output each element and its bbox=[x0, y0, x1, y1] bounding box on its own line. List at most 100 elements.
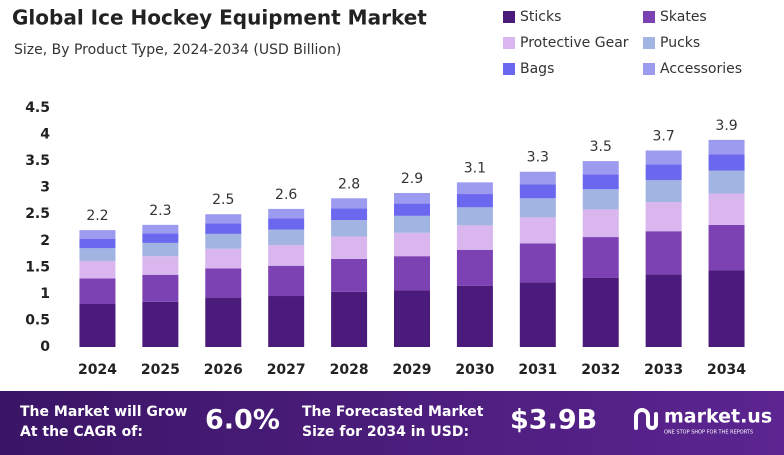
bar-segment bbox=[456, 225, 493, 250]
bar-segment bbox=[205, 248, 242, 269]
bar-segment bbox=[456, 285, 493, 347]
bar-segment bbox=[456, 194, 493, 208]
x-tick-label: 2024 bbox=[78, 362, 117, 378]
y-tick-label: 0 bbox=[40, 339, 50, 355]
bar-segment bbox=[456, 207, 493, 226]
x-tick-label: 2028 bbox=[330, 362, 369, 378]
bar-segment bbox=[331, 198, 368, 209]
legend-swatch bbox=[643, 63, 655, 75]
bar-segment bbox=[79, 278, 116, 304]
bar-segment bbox=[456, 249, 493, 286]
brand-tagline: ONE STOP SHOP FOR THE REPORTS bbox=[664, 430, 753, 436]
bar-segment bbox=[268, 218, 305, 230]
bar-segment bbox=[582, 209, 619, 238]
x-tick-label: 2030 bbox=[455, 362, 494, 378]
y-tick-label: 2.5 bbox=[25, 206, 50, 222]
bar-segment bbox=[205, 233, 242, 249]
total-label: 3.3 bbox=[527, 150, 549, 166]
bar-segment bbox=[519, 282, 556, 347]
bar-segment bbox=[645, 231, 682, 275]
bar-segment bbox=[142, 233, 179, 243]
bar-segment bbox=[708, 270, 745, 347]
bar-segment bbox=[394, 215, 430, 233]
y-tick-label: 4 bbox=[40, 127, 50, 143]
bar-segment bbox=[519, 198, 556, 218]
bar-segment bbox=[268, 296, 305, 347]
legend-swatch bbox=[643, 37, 655, 49]
bar-segment bbox=[645, 180, 682, 203]
bar-segment bbox=[79, 238, 116, 249]
bar-segment bbox=[79, 303, 116, 347]
forecast-text: The Forecasted Market bbox=[302, 404, 484, 420]
bar-segment bbox=[268, 245, 305, 266]
forecast-text: Size for 2034 in USD: bbox=[302, 424, 469, 440]
total-label: 2.5 bbox=[212, 192, 234, 208]
y-tick-label: 3 bbox=[40, 180, 50, 196]
bar-segment bbox=[142, 242, 179, 257]
y-tick-label: 4.5 bbox=[25, 100, 50, 116]
legend-swatch bbox=[503, 37, 515, 49]
bar-segment bbox=[582, 161, 619, 175]
bar-segment bbox=[205, 268, 242, 298]
bar-segment bbox=[708, 170, 745, 194]
x-tick-label: 2027 bbox=[267, 362, 306, 378]
legend-label: Accessories bbox=[660, 61, 742, 77]
legend-label: Skates bbox=[660, 9, 707, 25]
total-label: 3.7 bbox=[653, 128, 675, 144]
bar-segment bbox=[142, 274, 179, 302]
footer-band bbox=[0, 391, 784, 455]
bar-segment bbox=[645, 202, 682, 232]
bar-segment bbox=[394, 290, 430, 347]
y-tick-label: 0.5 bbox=[25, 312, 50, 328]
x-tick-label: 2032 bbox=[581, 362, 620, 378]
legend-label: Bags bbox=[520, 61, 554, 77]
bar-segment bbox=[519, 217, 556, 244]
bar-segment bbox=[205, 223, 242, 234]
bar-segment bbox=[708, 193, 745, 225]
total-label: 2.3 bbox=[149, 203, 171, 219]
bar-segment bbox=[645, 150, 682, 165]
logo-icon bbox=[634, 408, 658, 430]
legend-label: Sticks bbox=[520, 9, 561, 25]
total-label: 3.5 bbox=[590, 139, 612, 155]
bar-segment bbox=[205, 297, 242, 347]
bar-segment bbox=[708, 154, 745, 171]
cagr-text: At the CAGR of: bbox=[20, 424, 143, 440]
total-label: 2.8 bbox=[338, 176, 360, 192]
bar-segment bbox=[268, 208, 305, 219]
bar-segment bbox=[394, 256, 430, 291]
bar-segment bbox=[205, 214, 242, 224]
bar-segment bbox=[331, 291, 368, 347]
forecast-value: $3.9B bbox=[510, 405, 597, 436]
brand-logo bbox=[634, 408, 658, 430]
total-label: 3.1 bbox=[464, 160, 486, 176]
bar-segment bbox=[79, 230, 116, 239]
bar-segment bbox=[79, 260, 116, 279]
y-tick-label: 1 bbox=[40, 286, 50, 302]
x-tick-label: 2033 bbox=[644, 362, 683, 378]
bar-segment bbox=[456, 182, 493, 195]
chart-title: Global Ice Hockey Equipment Market bbox=[12, 6, 427, 30]
legend-label: Pucks bbox=[660, 35, 700, 51]
bar-segment bbox=[142, 256, 179, 275]
legend-swatch bbox=[643, 11, 655, 23]
legend-swatch bbox=[503, 11, 515, 23]
legend-label: Protective Gear bbox=[520, 35, 629, 51]
bar-segment bbox=[331, 220, 368, 237]
bar-segment bbox=[582, 189, 619, 210]
x-tick-label: 2034 bbox=[707, 362, 746, 378]
bar-segment bbox=[331, 208, 368, 221]
total-label: 2.9 bbox=[401, 171, 423, 187]
y-tick-label: 2 bbox=[40, 233, 50, 249]
total-label: 2.2 bbox=[86, 208, 108, 224]
legend-swatch bbox=[503, 63, 515, 75]
bar-segment bbox=[394, 192, 430, 204]
bar-segment bbox=[582, 277, 619, 347]
bar-segment bbox=[394, 203, 430, 216]
bar-segment bbox=[142, 224, 179, 234]
x-tick-label: 2025 bbox=[141, 362, 180, 378]
bar-segment bbox=[142, 301, 179, 347]
bar-segment bbox=[331, 258, 368, 292]
bar-segment bbox=[645, 164, 682, 181]
